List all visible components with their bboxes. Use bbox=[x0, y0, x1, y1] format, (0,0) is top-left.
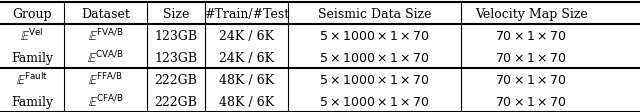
Text: $\mathbb{E}^{\mathrm{FFA/B}}$: $\mathbb{E}^{\mathrm{FFA/B}}$ bbox=[88, 71, 123, 88]
Text: Group: Group bbox=[12, 8, 52, 21]
Text: $70 \times 1 \times 70$: $70 \times 1 \times 70$ bbox=[495, 51, 567, 64]
Text: $\mathbb{E}^{\mathrm{FVA/B}}$: $\mathbb{E}^{\mathrm{FVA/B}}$ bbox=[88, 28, 124, 44]
Text: $5 \times 1000 \times 1 \times 70$: $5 \times 1000 \times 1 \times 70$ bbox=[319, 73, 430, 86]
Text: $\mathbb{E}^{\mathrm{CVA/B}}$: $\mathbb{E}^{\mathrm{CVA/B}}$ bbox=[87, 50, 124, 66]
Text: $5 \times 1000 \times 1 \times 70$: $5 \times 1000 \times 1 \times 70$ bbox=[319, 51, 430, 64]
Text: $5 \times 1000 \times 1 \times 70$: $5 \times 1000 \times 1 \times 70$ bbox=[319, 30, 430, 42]
Text: Family: Family bbox=[11, 51, 53, 64]
Text: #Train/#Test: #Train/#Test bbox=[204, 8, 289, 21]
Text: $\mathbb{E}^{\mathrm{CFA/B}}$: $\mathbb{E}^{\mathrm{CFA/B}}$ bbox=[88, 93, 124, 109]
Text: $70 \times 1 \times 70$: $70 \times 1 \times 70$ bbox=[495, 30, 567, 42]
Text: Dataset: Dataset bbox=[81, 8, 130, 21]
Text: 222GB: 222GB bbox=[155, 73, 197, 86]
Text: 48K / 6K: 48K / 6K bbox=[219, 73, 274, 86]
Text: Seismic Data Size: Seismic Data Size bbox=[317, 8, 431, 21]
Text: 48K / 6K: 48K / 6K bbox=[219, 95, 274, 108]
Text: Velocity Map Size: Velocity Map Size bbox=[475, 8, 588, 21]
Text: $70 \times 1 \times 70$: $70 \times 1 \times 70$ bbox=[495, 95, 567, 108]
Text: 123GB: 123GB bbox=[154, 51, 198, 64]
Text: $\mathbb{E}^{\mathrm{Vel}}$: $\mathbb{E}^{\mathrm{Vel}}$ bbox=[20, 28, 44, 44]
Text: 24K / 6K: 24K / 6K bbox=[219, 30, 274, 42]
Text: Size: Size bbox=[163, 8, 189, 21]
Text: Family: Family bbox=[11, 95, 53, 108]
Text: 222GB: 222GB bbox=[155, 95, 197, 108]
Text: 123GB: 123GB bbox=[154, 30, 198, 42]
Text: $70 \times 1 \times 70$: $70 \times 1 \times 70$ bbox=[495, 73, 567, 86]
Text: $5 \times 1000 \times 1 \times 70$: $5 \times 1000 \times 1 \times 70$ bbox=[319, 95, 430, 108]
Text: 24K / 6K: 24K / 6K bbox=[219, 51, 274, 64]
Text: $\mathbb{E}^{\mathrm{Fault}}$: $\mathbb{E}^{\mathrm{Fault}}$ bbox=[16, 72, 48, 87]
